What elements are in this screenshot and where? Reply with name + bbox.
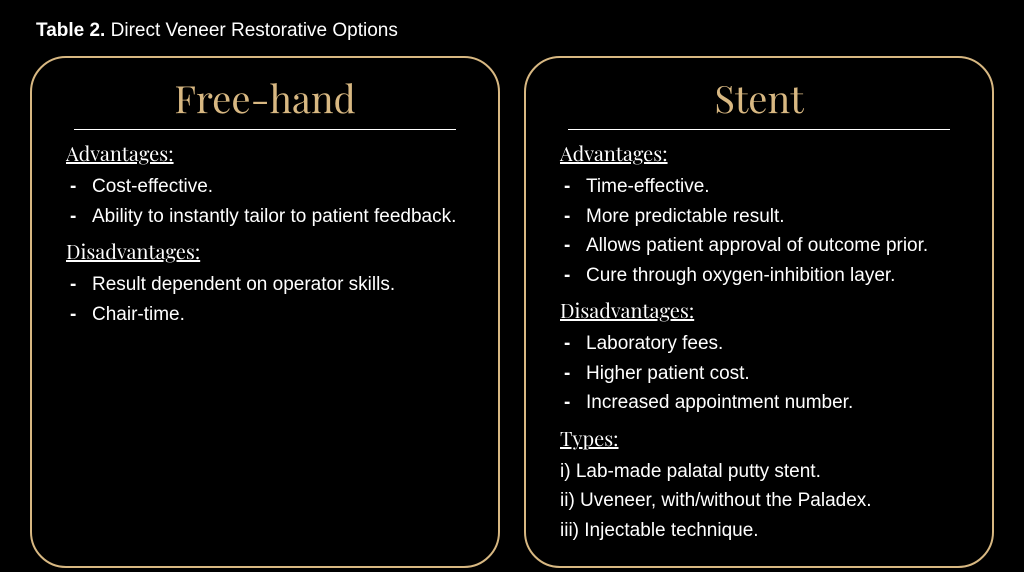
list-item: Cost-effective.	[66, 173, 464, 201]
list-item: Chair-time.	[66, 301, 464, 329]
list-disadvantages: Result dependent on operator skills. Cha…	[66, 271, 464, 328]
panel-title-stent: Stent	[560, 72, 958, 123]
section-heading-disadvantages: Disadvantages:	[560, 297, 958, 324]
section-heading-advantages: Advantages:	[560, 140, 958, 167]
list-item: Higher patient cost.	[560, 360, 958, 388]
list-item: Result dependent on operator skills.	[66, 271, 464, 299]
list-advantages: Cost-effective. Ability to instantly tai…	[66, 173, 464, 230]
divider	[568, 129, 950, 130]
panels-row: Free-hand Advantages: Cost-effective. Ab…	[30, 56, 994, 568]
divider	[74, 129, 456, 130]
list-item: Increased appointment number.	[560, 389, 958, 417]
list-item: Allows patient approval of outcome prior…	[560, 232, 958, 260]
list-item: iii) Injectable technique.	[560, 517, 958, 545]
list-item: Ability to instantly tailor to patient f…	[66, 203, 464, 231]
section-heading-disadvantages: Disadvantages:	[66, 238, 464, 265]
list-types: i) Lab-made palatal putty stent. ii) Uve…	[560, 458, 958, 545]
list-item: i) Lab-made palatal putty stent.	[560, 458, 958, 486]
list-item: Cure through oxygen-inhibition layer.	[560, 262, 958, 290]
table-caption: Table 2. Direct Veneer Restorative Optio…	[36, 20, 994, 42]
list-item: Time-effective.	[560, 173, 958, 201]
panel-freehand: Free-hand Advantages: Cost-effective. Ab…	[30, 56, 500, 568]
panel-title-freehand: Free-hand	[66, 72, 464, 123]
table-label: Table 2.	[36, 20, 105, 41]
panel-stent: Stent Advantages: Time-effective. More p…	[524, 56, 994, 568]
table-figure: Table 2. Direct Veneer Restorative Optio…	[0, 0, 1024, 572]
list-item: Laboratory fees.	[560, 330, 958, 358]
section-heading-advantages: Advantages:	[66, 140, 464, 167]
list-disadvantages: Laboratory fees. Higher patient cost. In…	[560, 330, 958, 417]
section-heading-types: Types:	[560, 425, 958, 452]
table-title: Direct Veneer Restorative Options	[105, 20, 398, 41]
list-item: ii) Uveneer, with/without the Paladex.	[560, 487, 958, 515]
list-advantages: Time-effective. More predictable result.…	[560, 173, 958, 289]
list-item: More predictable result.	[560, 203, 958, 231]
